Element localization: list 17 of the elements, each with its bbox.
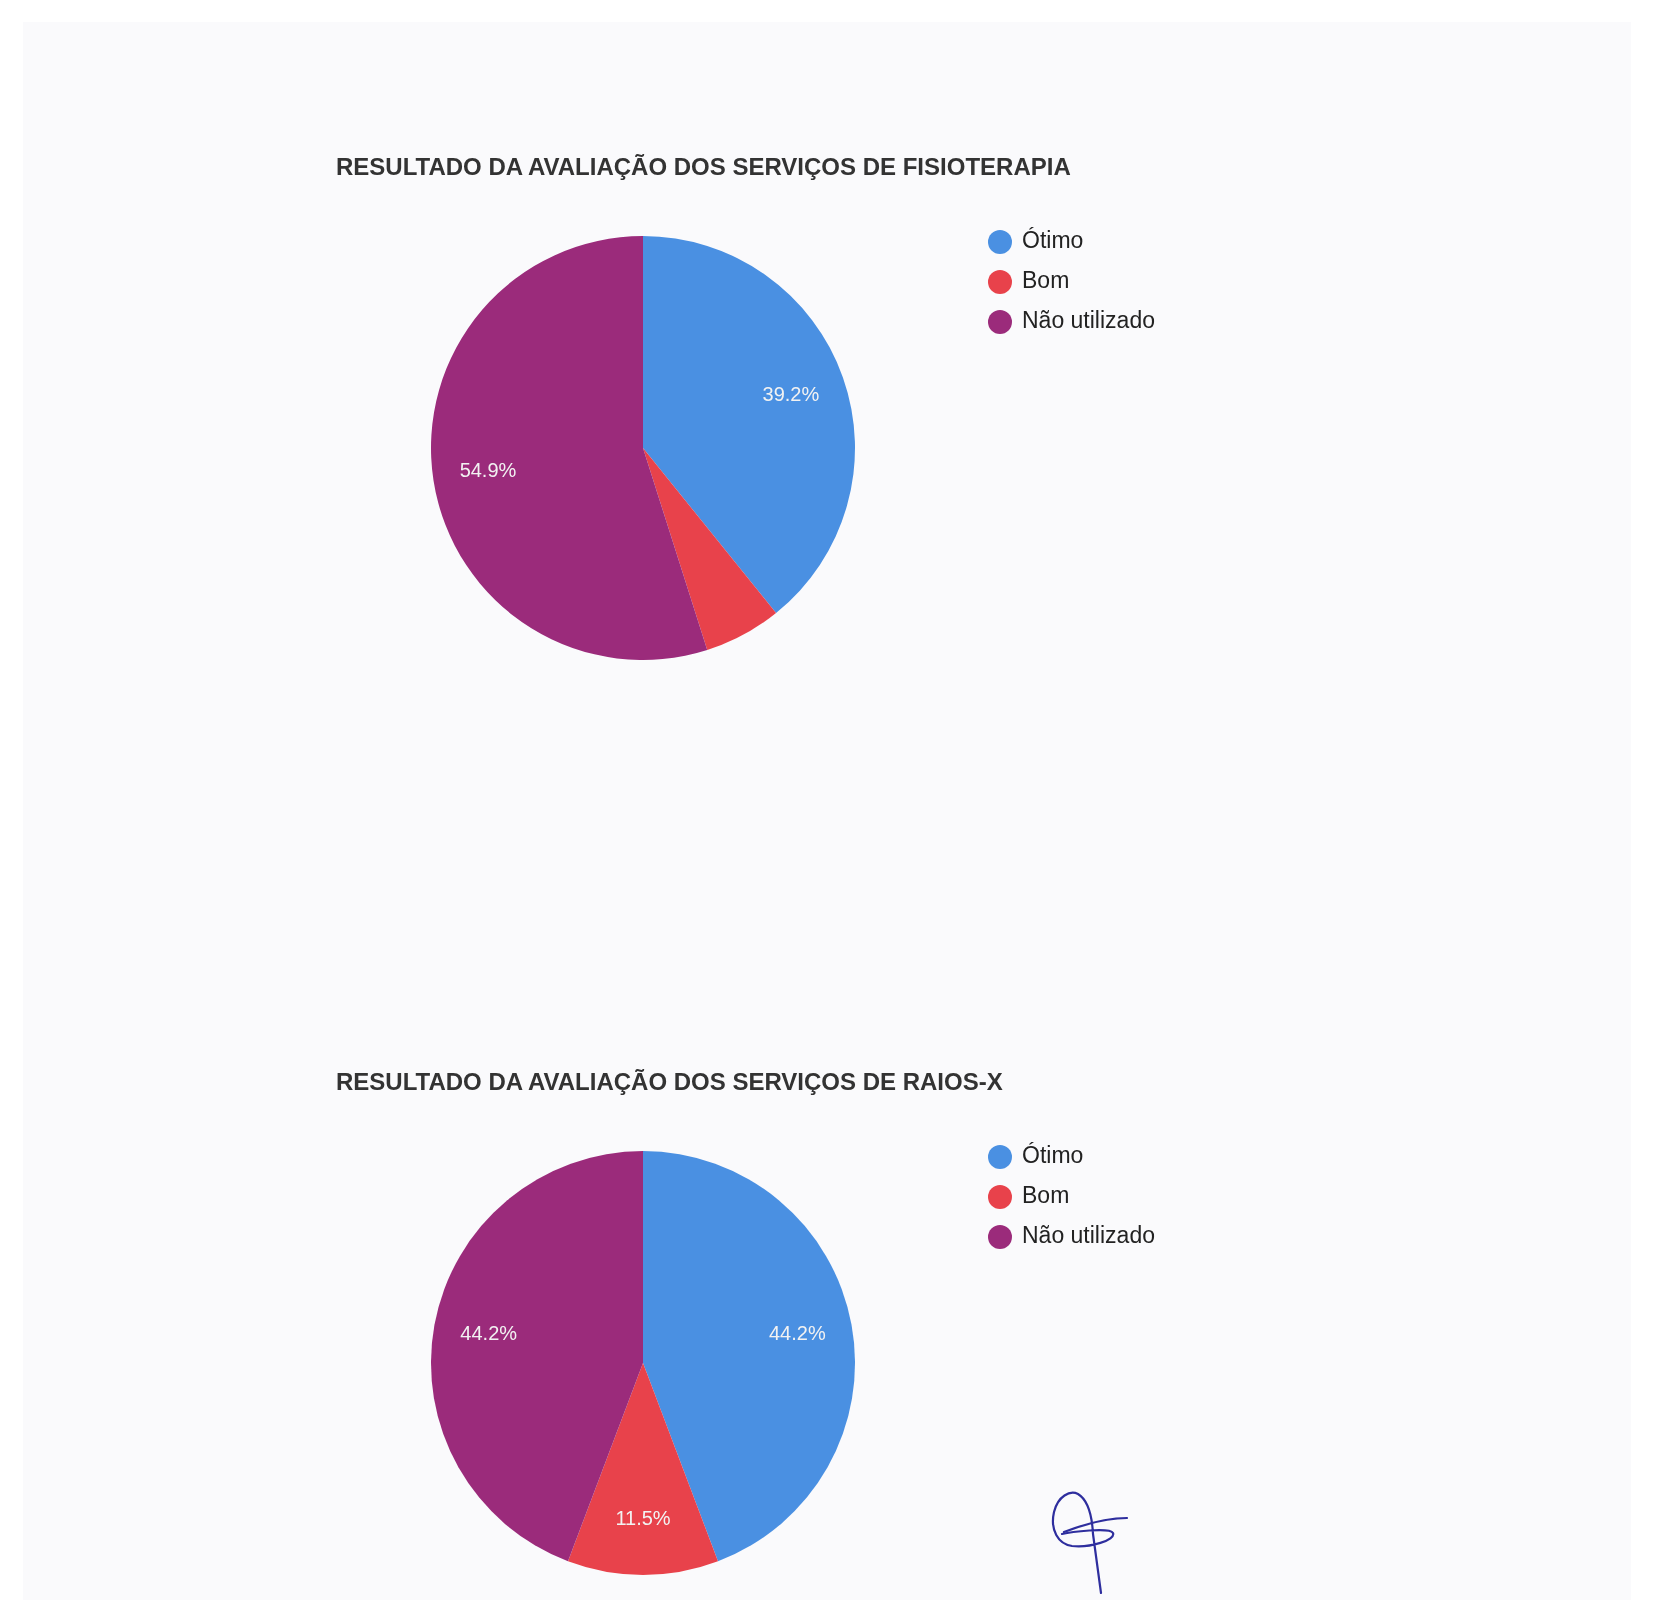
data-label: 44.2% bbox=[460, 1322, 518, 1345]
data-label: 54.9% bbox=[459, 459, 517, 482]
legend-label: Não utilizado bbox=[1022, 307, 1155, 334]
legend-label: Ótimo bbox=[1022, 1142, 1084, 1169]
pie-slice bbox=[567, 1363, 719, 1575]
data-label: 39.2% bbox=[762, 383, 820, 406]
legend-label: Bom bbox=[1022, 267, 1070, 294]
data-label: 11.5% bbox=[615, 1507, 671, 1530]
pie-slice bbox=[643, 236, 855, 614]
chart-title: RESULTADO DA AVALIAÇÃO DOS SERVIÇOS DE FISIOTERAPIA bbox=[336, 153, 1071, 180]
chart-title: RESULTADO DA AVALIAÇÃO DOS SERVIÇOS DE RAIOS-X bbox=[336, 1068, 1003, 1095]
legend-label: Não utilizado bbox=[1022, 1222, 1155, 1249]
legend-label: Ótimo bbox=[1022, 227, 1084, 254]
data-label: 44.2% bbox=[768, 1322, 826, 1345]
legend-label: Bom bbox=[1022, 1182, 1070, 1209]
pie-slice bbox=[431, 236, 708, 660]
pie-slice bbox=[643, 448, 777, 651]
